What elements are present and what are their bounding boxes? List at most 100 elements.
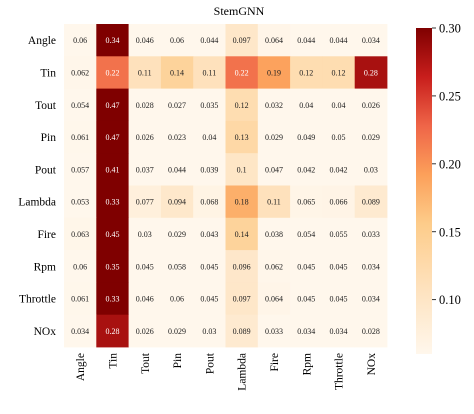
heatmap-cell-label: 0.33 [105,198,119,207]
heatmap-cell [257,88,291,122]
heatmap-cell-label: 0.047 [265,165,283,174]
heatmap-cell [290,153,323,186]
heatmap-cell [354,24,388,57]
heatmap-cell-label: 0.11 [138,68,152,77]
heatmap-cell [64,185,97,219]
heatmap-cell [193,314,226,348]
heatmap-cell-label: 0.026 [136,133,154,142]
heatmap-cell [64,153,97,186]
heatmap-cell [64,217,97,251]
heatmap-cell [257,217,291,251]
heatmap-cell-label: 0.054 [71,101,89,110]
heatmap-cell-label: 0.045 [297,295,315,304]
colorbar-tick-label: 0.25 [439,89,461,103]
heatmap-cell [160,282,194,316]
heatmap-cell-label: 0.06 [170,295,184,304]
heatmap-cell [96,120,129,154]
heatmap-cell-label: 0.045 [330,295,348,304]
heatmap-cell [64,282,97,316]
heatmap-cell [128,282,162,316]
heatmap-cell-label: 0.032 [265,101,283,110]
heatmap-cell [225,250,259,283]
heatmap-cell-label: 0.043 [200,230,218,239]
heatmap-cell [160,153,194,186]
heatmap-cell [322,250,356,283]
heatmap-cell-label: 0.061 [71,133,89,142]
heatmap-cell-label: 0.061 [71,295,89,304]
heatmap-cell [257,24,291,57]
heatmap-cell-label: 0.33 [105,295,119,304]
heatmap-cell-label: 0.042 [330,165,348,174]
heatmap-cell-label: 0.029 [362,133,380,142]
heatmap-cell-label: 0.12 [235,101,249,110]
heatmap-cell-label: 0.47 [105,101,119,110]
heatmap-cell-label: 0.089 [362,198,380,207]
heatmap-cell-label: 0.044 [330,36,348,45]
heatmap-cell-label: 0.045 [330,262,348,271]
heatmap-cell [193,120,226,154]
heatmap-cell [354,88,388,122]
heatmap-cell [290,24,323,57]
heatmap-cell [128,153,162,186]
heatmap-cell [290,282,323,316]
column-label: Angle [75,353,87,381]
heatmap-cell [160,120,194,154]
heatmap-cell-label: 0.044 [200,36,218,45]
heatmap-cell-label: 0.34 [105,36,119,45]
heatmap-cell [322,282,356,316]
heatmap-cell [225,56,259,89]
heatmap-cell-label: 0.094 [168,198,186,207]
heatmap-cell-label: 0.034 [297,327,315,336]
heatmap-cell [354,217,388,251]
heatmap-cell [290,185,323,219]
heatmap-cell-label: 0.089 [233,327,251,336]
heatmap-cell [96,153,129,186]
heatmap-cell [128,120,162,154]
heatmap-cell-label: 0.097 [233,295,251,304]
heatmap-cell [193,24,226,57]
heatmap-cell-label: 0.034 [71,327,89,336]
heatmap-cell [322,24,356,57]
heatmap-cell-label: 0.45 [105,230,119,239]
colorbar-tick-label: 0.30 [439,22,461,36]
heatmap-cell-label: 0.034 [362,36,380,45]
heatmap-cell [193,185,226,219]
heatmap-cell-label: 0.055 [330,230,348,239]
column-label: Tin [107,353,119,369]
heatmap-cell-label: 0.045 [297,262,315,271]
heatmap-cell [128,56,162,89]
heatmap-cell [193,56,226,89]
heatmap-cell-label: 0.045 [200,295,218,304]
column-label: Tout [140,352,152,374]
heatmap-cell [64,88,97,122]
heatmap-cell-label: 0.045 [200,262,218,271]
heatmap-cell [322,120,356,154]
row-label: Pin [41,132,57,144]
heatmap-cell [354,282,388,316]
chart-title: StemGNN [214,4,265,18]
heatmap-cell [354,153,388,186]
heatmap-cell [322,314,356,348]
heatmap-cell-label: 0.042 [297,165,315,174]
heatmap-cell-label: 0.41 [105,165,119,174]
heatmap-cell-label: 0.038 [265,230,283,239]
heatmap-cell-label: 0.058 [168,262,186,271]
column-label: Throttle [334,353,346,390]
heatmap-cell [257,314,291,348]
heatmap-cell-label: 0.034 [362,295,380,304]
heatmap-cell-label: 0.033 [265,327,283,336]
heatmap-cell-label: 0.14 [235,230,249,239]
row-label: Rpm [34,261,56,273]
heatmap-cell [96,217,129,251]
heatmap-cell-label: 0.039 [200,165,218,174]
heatmap-cell [354,250,388,283]
heatmap-cell-label: 0.064 [265,36,283,45]
heatmap-cell [160,250,194,283]
heatmap-cell-label: 0.12 [299,68,313,77]
heatmap-cell-label: 0.034 [362,262,380,271]
heatmap-cell [290,120,323,154]
heatmap-cell-label: 0.066 [330,198,348,207]
heatmap-cell [225,217,259,251]
heatmap-cell [322,153,356,186]
